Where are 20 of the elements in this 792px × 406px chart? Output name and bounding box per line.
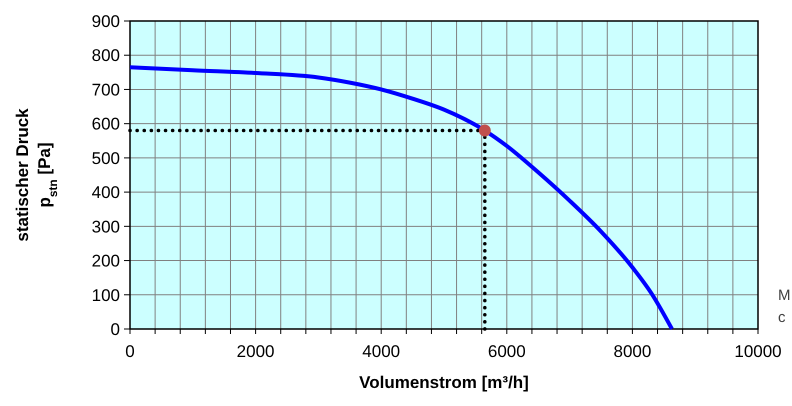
y-tick-label: 700 [92, 80, 120, 100]
x-tick-label: 10000 [734, 342, 782, 361]
text: c [778, 309, 786, 326]
x-tick-label: 4000 [362, 342, 400, 361]
y-tick-label: 100 [92, 286, 120, 305]
y-tick-label: 900 [92, 12, 120, 31]
x-tick-label: 8000 [613, 342, 652, 361]
y-tick-label: 400 [92, 183, 120, 202]
x-tick-label: 2000 [236, 342, 275, 361]
line-series [128, 65, 674, 331]
x-axis-title: Volumenstrom [m³/h] [359, 373, 529, 392]
y-tick-label: 800 [92, 46, 120, 66]
y-tick-label: 200 [92, 252, 120, 271]
y-tick-label: 600 [92, 114, 120, 134]
text: M [778, 287, 790, 304]
x-tick-label: 0 [125, 342, 135, 361]
y-tick-label: 500 [92, 148, 120, 168]
y-tick-label: 300 [92, 217, 120, 236]
x-tick-label: 6000 [488, 342, 526, 361]
y-tick-label: 0 [110, 320, 120, 339]
